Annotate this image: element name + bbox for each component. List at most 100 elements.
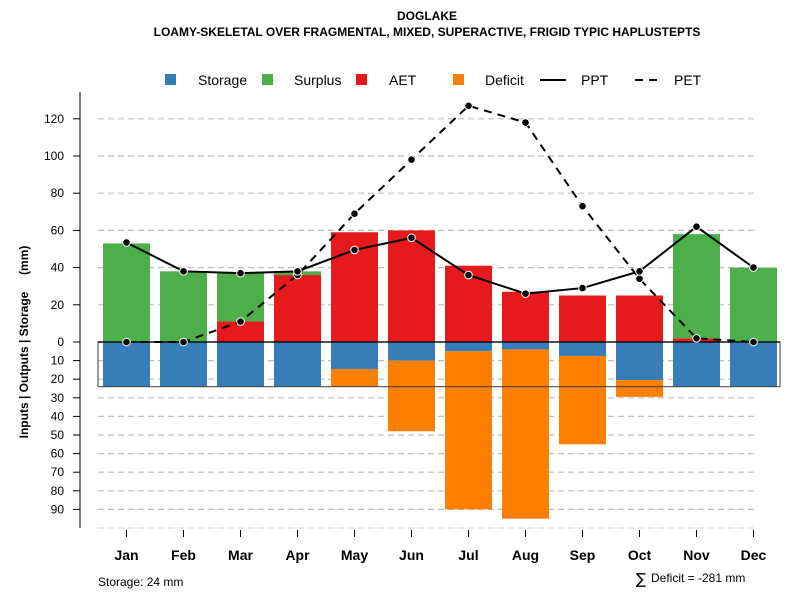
- y-tick-label: 120: [44, 112, 64, 126]
- y-tick-label: 60: [51, 223, 65, 237]
- bar-storage: [730, 342, 777, 387]
- ppt-point: [293, 267, 302, 276]
- y-tick-label: 50: [51, 428, 65, 442]
- ppt-line: [126, 225, 755, 295]
- bar-aet: [616, 295, 663, 342]
- ppt-point: [521, 289, 530, 298]
- pet-point: [578, 201, 587, 211]
- x-tick-label: Mar: [228, 547, 253, 563]
- x-tick-label: Aug: [512, 547, 539, 563]
- y-tick-label: 40: [51, 261, 65, 275]
- y-tick-label: 20: [51, 298, 65, 312]
- pet-point: [464, 101, 473, 111]
- bar-deficit: [445, 351, 492, 510]
- ppt-point: [407, 233, 416, 243]
- pet-point: [749, 337, 758, 347]
- x-tick-label: Nov: [683, 547, 710, 563]
- legend-label-surplus: Surplus: [294, 72, 341, 88]
- bar-storage: [388, 342, 435, 361]
- ppt-point: [179, 267, 188, 276]
- y-tick-label: 80: [51, 484, 65, 498]
- bar-surplus: [103, 243, 150, 342]
- legend-label-pet: PET: [674, 72, 702, 88]
- bar-surplus: [673, 234, 720, 339]
- chart-subtitle: LOAMY-SKELETAL OVER FRAGMENTAL, MIXED, S…: [154, 25, 701, 39]
- ppt-point: [236, 268, 245, 278]
- bar-storage: [502, 342, 549, 350]
- bar-storage: [274, 342, 321, 387]
- x-tick-label: Sep: [570, 547, 596, 563]
- legend-swatch-storage: [165, 74, 176, 85]
- lines: [122, 101, 758, 347]
- y-tick-label: 20: [51, 372, 65, 386]
- x-tick-label: Feb: [171, 547, 196, 563]
- y-tick-label: 10: [51, 354, 65, 368]
- x-tick-label: Apr: [285, 547, 310, 563]
- bar-surplus: [160, 271, 207, 342]
- bar-storage: [616, 342, 663, 381]
- ppt-point: [635, 267, 644, 276]
- x-tick-label: May: [341, 547, 368, 563]
- bar-surplus: [217, 273, 264, 322]
- storage-note: Storage: 24 mm: [98, 575, 183, 589]
- legend-swatch-aet: [356, 74, 367, 85]
- y-tick-label: 0: [57, 335, 64, 349]
- x-tick-label: Jun: [399, 547, 424, 563]
- bars: [97, 230, 781, 519]
- pet-point: [350, 209, 359, 218]
- legend-swatch-surplus: [262, 74, 273, 85]
- pet-point: [407, 155, 416, 165]
- y-axis: 0 20 40 60 80 100 120 10 20 30 40 50 60 70 80 90: [44, 92, 81, 528]
- ppt-point: [692, 222, 701, 231]
- y-tick-label: 40: [51, 409, 65, 423]
- y-tick-label: 80: [51, 186, 65, 200]
- pet-point: [236, 317, 245, 326]
- x-tick-label: Jul: [458, 547, 478, 563]
- y-tick-label: 100: [44, 149, 64, 163]
- bar-aet: [388, 230, 435, 342]
- pet-line: [126, 104, 754, 343]
- bar-aet: [502, 291, 549, 342]
- bar-storage: [160, 342, 207, 387]
- bar-storage: [445, 342, 492, 352]
- legend-label-deficit: Deficit: [485, 72, 524, 88]
- pet-point: [122, 337, 131, 347]
- legend-label-ppt: PPT: [581, 72, 609, 88]
- bar-storage: [217, 342, 264, 387]
- bar-deficit: [331, 368, 378, 387]
- legend-swatch-deficit: [453, 74, 464, 85]
- x-axis: Jan Feb Mar Apr May Jun Jul Aug Sep Oct Nov Dec: [114, 530, 767, 563]
- y-tick-label: 60: [51, 447, 65, 461]
- bar-surplus: [730, 267, 777, 342]
- legend: Storage Surplus AET Deficit PPT PET: [165, 72, 702, 88]
- ppt-point: [464, 270, 473, 280]
- ppt-point: [749, 263, 758, 272]
- x-tick-label: Oct: [628, 547, 652, 563]
- bar-deficit: [388, 360, 435, 432]
- pet-point: [521, 118, 530, 127]
- y-tick-label: 70: [51, 465, 65, 479]
- chart-title: DOGLAKE: [397, 9, 457, 23]
- bar-aet: [559, 295, 606, 342]
- y-axis-label: Inputs | Outputs | Storage (mm): [17, 246, 31, 439]
- bar-storage: [331, 342, 378, 369]
- x-tick-label: Jan: [114, 547, 138, 563]
- ppt-point: [350, 245, 359, 255]
- bar-aet: [274, 275, 321, 342]
- bar-deficit: [559, 355, 606, 445]
- pet-point: [635, 274, 644, 284]
- y-tick-label: 90: [51, 502, 65, 516]
- pet-point: [179, 337, 188, 347]
- bar-storage: [559, 342, 606, 356]
- legend-label-aet: AET: [389, 72, 417, 88]
- ppt-point: [122, 238, 131, 247]
- bar-storage: [103, 342, 150, 387]
- deficit-sum-note: Deficit = -281 mm: [651, 571, 745, 585]
- ppt-point: [578, 283, 587, 293]
- sigma-icon: ∑: [636, 570, 646, 588]
- pet-point: [692, 333, 701, 343]
- bar-deficit: [502, 349, 549, 519]
- bar-storage: [673, 342, 720, 387]
- bar-deficit: [616, 380, 663, 397]
